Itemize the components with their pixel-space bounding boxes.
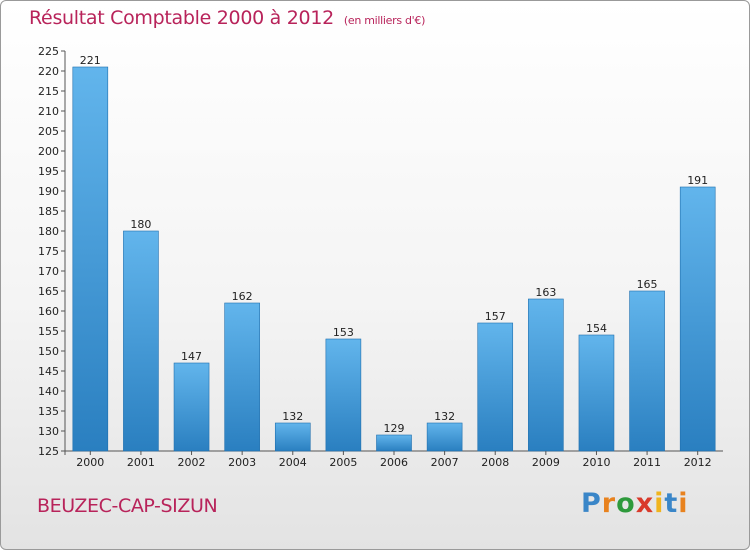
commune-name: BEUZEC-CAP-SIZUN [37,495,218,517]
logo-letter: P [581,488,602,519]
bar-2006 [376,434,412,452]
bar-2001 [123,230,159,452]
y-tick-label: 215 [38,85,59,98]
x-tick-label: 2004 [279,456,307,469]
y-tick-label: 210 [38,105,59,118]
x-tick-label: 2003 [228,456,256,469]
x-tick-label: 2011 [633,456,661,469]
bar-value-label: 132 [282,410,303,423]
logo-letter: i [678,488,689,519]
bar-value-label: 162 [232,290,253,303]
x-tick-label: 2010 [582,456,610,469]
bar-value-label: 129 [384,422,405,435]
y-tick-label: 135 [38,405,59,418]
y-tick-label: 170 [38,265,59,278]
bar-value-label: 221 [80,54,101,67]
logo-letter: o [616,488,636,519]
x-tick-label: 2007 [431,456,459,469]
y-tick-label: 205 [38,125,59,138]
proxiti-logo: Proxiti [581,488,689,519]
y-tick-label: 140 [38,385,59,398]
logo-letter: r [601,488,617,519]
bar-value-label: 191 [687,174,708,187]
x-tick-label: 2000 [76,456,104,469]
bar-2004 [274,422,311,452]
x-tick-label: 2001 [127,456,155,469]
bar-value-label: 154 [586,322,607,335]
bar-value-label: 147 [181,350,202,363]
bar-value-label: 163 [535,286,556,299]
y-tick-label: 180 [38,225,59,238]
y-tick-label: 160 [38,305,59,318]
logo-letter: x [635,488,655,519]
y-tick-label: 175 [38,245,59,258]
x-tick-label: 2008 [481,456,509,469]
bar-value-label: 180 [130,218,151,231]
y-tick-label: 155 [38,325,59,338]
bar-2003 [224,302,260,452]
bar-2010 [578,334,615,452]
bar-2002 [173,362,210,452]
y-tick-label: 145 [38,365,59,378]
y-tick-label: 200 [38,145,59,158]
chart-subtitle: (en milliers d'€) [343,14,426,27]
bar-value-label: 165 [637,278,658,291]
chart-title: Résultat Comptable 2000 à 2012 (en millie… [29,7,425,29]
bar-2011 [629,290,665,452]
x-tick-label: 2006 [380,456,408,469]
y-tick-label: 165 [38,285,59,298]
y-tick-label: 185 [38,205,59,218]
bar-value-label: 132 [434,410,455,423]
y-tick-label: 125 [38,445,59,458]
y-tick-label: 195 [38,165,59,178]
x-tick-label: 2005 [329,456,357,469]
bar-2012 [679,186,716,452]
y-tick-label: 225 [38,45,59,58]
x-tick-label: 2009 [532,456,560,469]
y-tick-label: 190 [38,185,59,198]
y-tick-label: 150 [38,345,59,358]
y-tick-label: 130 [38,425,59,438]
x-tick-label: 2002 [178,456,206,469]
bar-2008 [477,322,514,452]
logo-letter: t [664,488,679,519]
y-tick-label: 220 [38,65,59,78]
bar-2000 [72,66,109,452]
bar-2005 [325,338,362,452]
bar-2007 [426,422,463,452]
bar-value-label: 153 [333,326,354,339]
chart-title-text: Résultat Comptable 2000 à 2012 [29,7,334,29]
bar-value-label: 157 [485,310,506,323]
x-tick-label: 2012 [684,456,712,469]
logo-letter: i [654,488,665,519]
bar-2009 [528,298,564,452]
